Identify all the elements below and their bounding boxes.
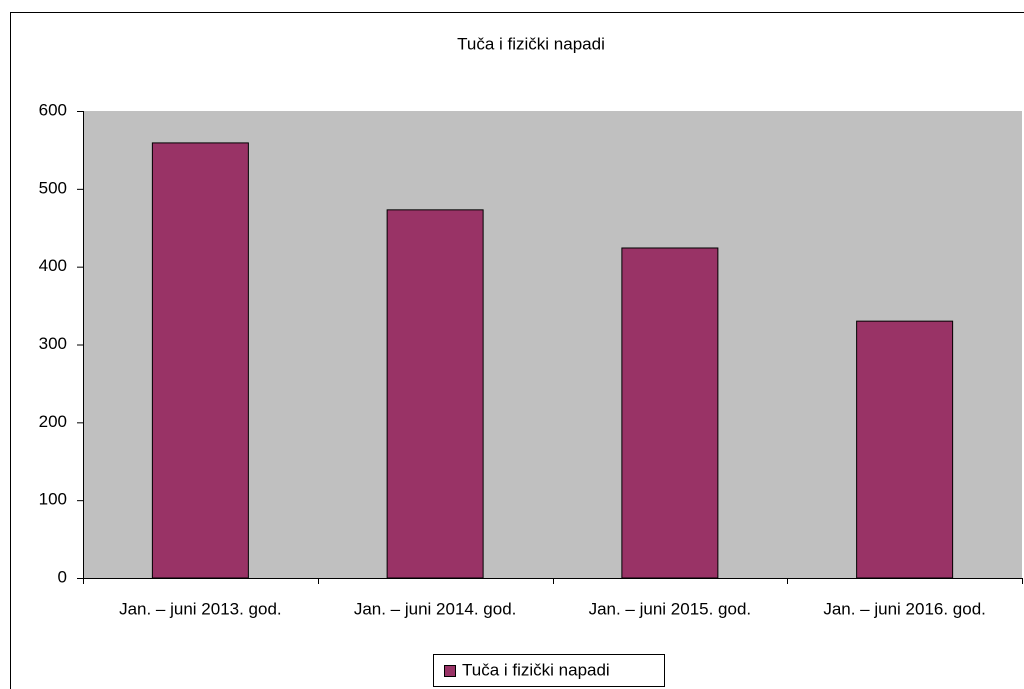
y-tick-label: 200 <box>39 412 67 431</box>
legend-box <box>433 654 665 687</box>
bar <box>386 209 484 579</box>
y-tick-label: 600 <box>39 100 67 119</box>
bar <box>856 320 954 579</box>
y-tick-label: 0 <box>58 567 67 586</box>
x-tick-label: Jan. – juni 2014. god. <box>354 599 517 618</box>
y-tick-label: 100 <box>39 490 67 509</box>
y-tick-label: 300 <box>39 334 67 353</box>
y-tick-label: 400 <box>39 256 67 275</box>
bar <box>621 247 719 579</box>
x-tick-label: Jan. – juni 2015. god. <box>589 599 752 618</box>
x-tick-label: Jan. – juni 2013. god. <box>119 599 282 618</box>
bar <box>151 142 249 579</box>
x-tick-label: Jan. – juni 2016. god. <box>823 599 986 618</box>
y-tick-label: 500 <box>39 178 67 197</box>
legend-swatch <box>444 665 456 677</box>
chart-title: Tuča i fizički napadi <box>457 34 605 53</box>
legend-label: Tuča i fizički napadi <box>462 660 610 679</box>
